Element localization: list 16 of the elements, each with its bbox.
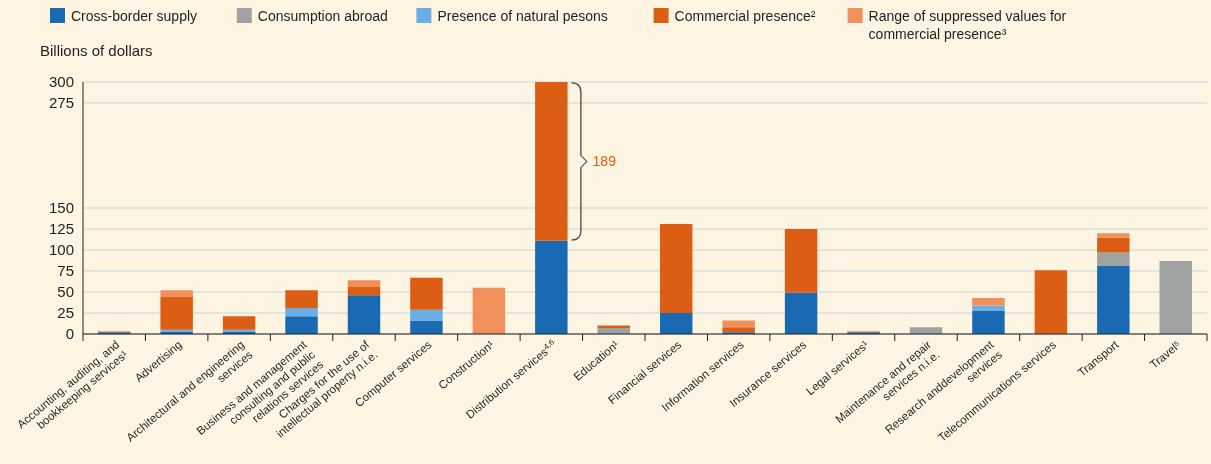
legend-label: Consumption abroad	[257, 8, 388, 24]
legend-label: Range of suppressed values for commercial presence³	[868, 8, 1067, 42]
y-tick-label: 100	[48, 241, 74, 258]
y-axis-title: Billions of dollars	[40, 42, 153, 59]
y-tick-label: 75	[57, 262, 74, 279]
y-tick-label: 25	[57, 304, 74, 321]
y-tick-label: 150	[48, 199, 74, 216]
legend-label: Presence of natural pesons	[437, 8, 608, 24]
y-tick-label: 300	[48, 73, 74, 90]
y-tick-label: 125	[48, 220, 74, 237]
y-tick-label: 0	[65, 325, 74, 342]
legend-label: Cross-border supply	[71, 8, 198, 24]
y-tick-label: 50	[57, 283, 74, 300]
annotation: 189	[592, 153, 617, 170]
y-tick-label: 275	[48, 94, 74, 111]
legend-label: Commercial presence²	[674, 8, 816, 24]
